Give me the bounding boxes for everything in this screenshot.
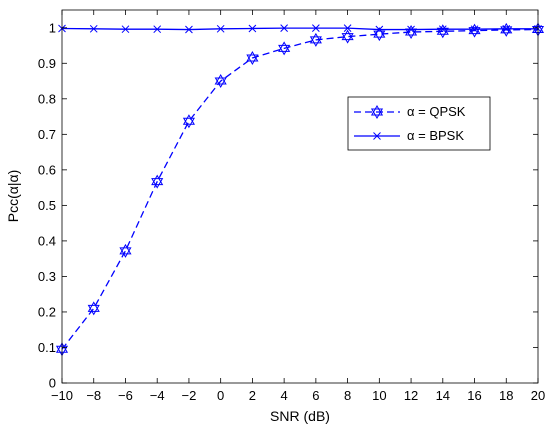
x-tick-label: 18 (499, 388, 513, 403)
data-point (216, 24, 225, 33)
data-point (309, 32, 322, 47)
y-tick-label: 0.7 (38, 127, 56, 142)
y-tick-label: 0.4 (38, 233, 56, 248)
legend-marker-1 (373, 132, 381, 140)
data-point (185, 25, 193, 34)
x-tick-label: 2 (249, 388, 256, 403)
x-tick-label: −4 (150, 388, 165, 403)
legend-marker-0 (370, 105, 384, 119)
legend-label-bpsk: α = BPSK (407, 128, 464, 143)
data-point (375, 25, 384, 34)
plot-area (62, 10, 538, 383)
legend: α = QPSK α = BPSK (347, 96, 491, 151)
data-point (214, 74, 227, 89)
x-tick-label: 8 (344, 388, 351, 403)
x-tick-label: −8 (86, 388, 101, 403)
data-point (119, 243, 132, 258)
series-layer (55, 22, 545, 357)
series-line-1 (61, 27, 538, 31)
legend-samples (354, 105, 400, 140)
x-tick-label: 0 (217, 388, 224, 403)
y-tick-label: 0.6 (38, 162, 56, 177)
data-point (341, 29, 354, 44)
x-tick-label: 20 (531, 388, 545, 403)
x-tick-label: 14 (436, 388, 450, 403)
y-tick-label: 0.5 (38, 198, 56, 213)
data-point (87, 301, 100, 316)
x-tick-label: 6 (312, 388, 319, 403)
x-tick-label: −2 (182, 388, 197, 403)
y-tick-label: 0.8 (38, 91, 56, 106)
y-axis-label: Pcc(α|α) (5, 170, 21, 223)
tick-layer (61, 10, 539, 384)
y-tick-label: 1 (49, 20, 56, 35)
data-point (312, 24, 320, 32)
data-point (278, 41, 291, 56)
y-tick-label: 0.1 (38, 340, 56, 355)
x-tick-label: 12 (404, 388, 418, 403)
data-point (246, 50, 259, 65)
y-tick-label: 0.3 (38, 269, 56, 284)
data-point (438, 25, 447, 34)
data-point (151, 174, 164, 189)
data-point (343, 24, 352, 32)
data-point (89, 24, 98, 33)
x-tick-label: 10 (372, 388, 386, 403)
legend-label-qpsk: α = QPSK (407, 104, 466, 119)
data-point (121, 25, 130, 34)
x-tick-label: 4 (281, 388, 288, 403)
series-1 (58, 24, 542, 34)
data-point (280, 24, 288, 32)
x-tick-label: −6 (118, 388, 133, 403)
plot-frame (61, 9, 539, 384)
series-line-0 (61, 28, 539, 350)
data-point (153, 25, 162, 34)
data-point (182, 114, 195, 129)
legend-box (347, 96, 491, 151)
data-point (470, 25, 479, 34)
x-tick-label: 16 (467, 388, 481, 403)
data-point (248, 24, 257, 33)
y-tick-label: 0 (49, 376, 56, 391)
x-tick-label: −10 (51, 388, 73, 403)
y-tick-label: 0.2 (38, 304, 56, 319)
x-axis-label: SNR (dB) (270, 408, 330, 424)
data-point (407, 25, 415, 34)
tick-label-layer: −10 −8 −6 −4 −2 0 2 4 6 8 10 12 14 16 18 20 0 0.1 0.2 0.3 0.… (38, 20, 545, 403)
y-tick-label: 0.9 (38, 56, 56, 71)
data-point (502, 24, 511, 33)
